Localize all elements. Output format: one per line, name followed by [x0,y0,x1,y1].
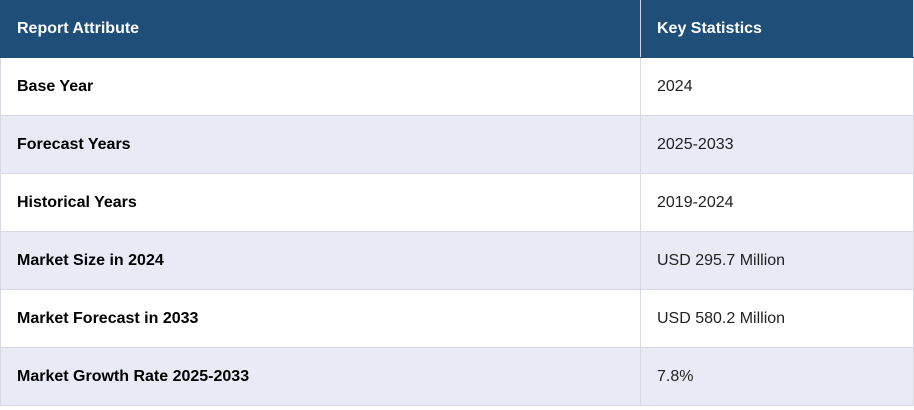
table-row: Base Year 2024 [0,57,914,116]
table-row: Forecast Years 2025-2033 [0,115,914,174]
attribute-cell: Forecast Years [0,115,641,174]
header-cell: Report Attribute [0,0,641,58]
table-row: Market Size in 2024 USD 295.7 Million [0,231,914,290]
value-cell: 2019-2024 [640,173,914,232]
attribute-cell: Historical Years [0,173,641,232]
table-row: Market Forecast in 2033 USD 580.2 Million [0,289,914,348]
attribute-cell: Market Forecast in 2033 [0,289,641,348]
value-cell: USD 295.7 Million [640,231,914,290]
value-cell: USD 580.2 Million [640,289,914,348]
table-row: Market Growth Rate 2025-2033 7.8% [0,347,914,406]
attribute-cell: Market Growth Rate 2025-2033 [0,347,641,406]
value-cell: 2024 [640,57,914,116]
table-row: Historical Years 2019-2024 [0,173,914,232]
value-cell: 2025-2033 [640,115,914,174]
attribute-cell: Base Year [0,57,641,116]
value-cell: 7.8% [640,347,914,406]
table-body: Base Year 2024 Forecast Years 2025-2033 Hist… [0,57,914,406]
attribute-cell: Market Size in 2024 [0,231,641,290]
header-row: Report Attribute Key Statistics [0,0,914,58]
header-cell: Key Statistics [640,0,914,58]
